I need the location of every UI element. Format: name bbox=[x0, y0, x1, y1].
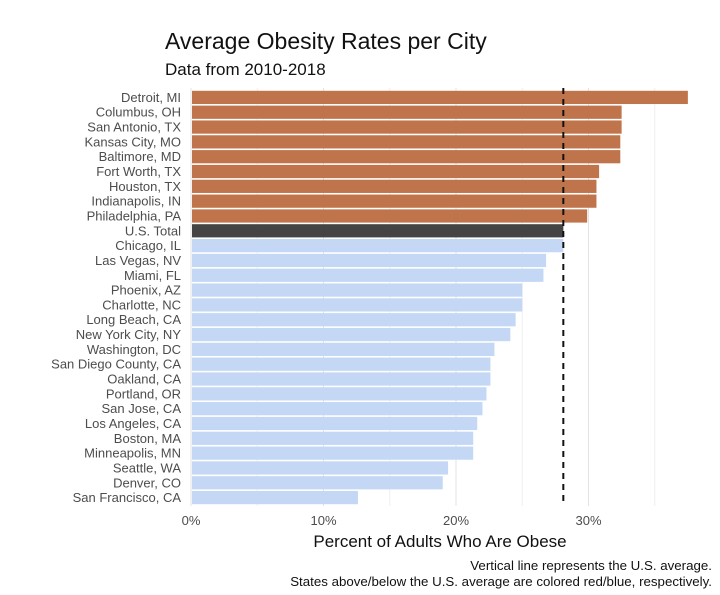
y-axis-label: New York City, NY bbox=[76, 327, 182, 342]
x-tick-label: 0% bbox=[182, 513, 201, 528]
caption-line-1: Vertical line represents the U.S. averag… bbox=[470, 558, 712, 573]
bar bbox=[192, 387, 487, 401]
y-axis-label: Detroit, MI bbox=[121, 90, 181, 105]
y-axis-label: Oakland, CA bbox=[107, 372, 181, 387]
bar bbox=[192, 90, 688, 105]
y-axis-label: Long Beach, CA bbox=[86, 312, 181, 327]
y-axis-label: Minneapolis, MN bbox=[84, 446, 181, 461]
bar bbox=[192, 402, 483, 416]
bar bbox=[192, 194, 597, 208]
x-axis-ticks: 0% 10% 20% 30% bbox=[182, 513, 602, 528]
y-axis-label: Los Angeles, CA bbox=[85, 416, 181, 431]
x-axis-label: Percent of Adults Who Are Obese bbox=[313, 532, 567, 551]
bar bbox=[192, 135, 621, 149]
y-axis-label: Phoenix, AZ bbox=[111, 283, 181, 298]
bar bbox=[192, 150, 621, 164]
y-axis-label: San Francisco, CA bbox=[73, 490, 182, 505]
bar bbox=[192, 446, 474, 460]
y-axis-label: Indianapolis, IN bbox=[91, 194, 181, 209]
bar bbox=[192, 283, 523, 297]
bar bbox=[192, 239, 564, 253]
x-tick-label: 10% bbox=[310, 513, 336, 528]
bar bbox=[192, 327, 511, 342]
bar bbox=[192, 342, 495, 356]
y-axis-label: Seattle, WA bbox=[113, 460, 181, 475]
y-axis-label: Kansas City, MO bbox=[84, 134, 181, 149]
chart-subtitle: Data from 2010-2018 bbox=[165, 60, 326, 79]
bar bbox=[192, 164, 600, 179]
y-axis-label: Columbus, OH bbox=[96, 105, 181, 120]
bar bbox=[192, 431, 474, 445]
y-axis-label: Denver, CO bbox=[113, 475, 181, 490]
bar bbox=[192, 224, 564, 238]
y-axis-label: Fort Worth, TX bbox=[96, 164, 181, 179]
bar bbox=[192, 120, 622, 134]
y-axis-label: U.S. Total bbox=[125, 223, 181, 238]
y-axis-label: Philadelphia, PA bbox=[87, 208, 182, 223]
caption-line-2: States above/below the U.S. average are … bbox=[290, 574, 712, 589]
y-axis-label: San Diego County, CA bbox=[51, 357, 181, 372]
bar bbox=[192, 416, 478, 431]
y-axis-label: Baltimore, MD bbox=[99, 149, 181, 164]
bar bbox=[192, 490, 358, 505]
bars bbox=[192, 90, 688, 505]
caption: Vertical line represents the U.S. averag… bbox=[290, 558, 712, 590]
y-axis-label: Portland, OR bbox=[106, 386, 181, 401]
y-axis-label: Miami, FL bbox=[124, 268, 181, 283]
bar bbox=[192, 357, 491, 371]
y-axis-label: Charlotte, NC bbox=[102, 297, 181, 312]
y-axis-label: San Antonio, TX bbox=[87, 120, 181, 135]
bar bbox=[192, 461, 449, 475]
x-tick-label: 30% bbox=[575, 513, 601, 528]
y-axis-label: Boston, MA bbox=[114, 431, 182, 446]
bar bbox=[192, 476, 443, 490]
y-axis-label: Washington, DC bbox=[87, 342, 181, 357]
bar bbox=[192, 313, 516, 327]
bar bbox=[192, 105, 622, 119]
x-tick-label: 20% bbox=[443, 513, 469, 528]
y-axis-label: Houston, TX bbox=[109, 179, 181, 194]
bar bbox=[192, 209, 588, 223]
y-axis-label: San Jose, CA bbox=[102, 401, 182, 416]
y-axis-label: Las Vegas, NV bbox=[95, 253, 181, 268]
y-axis-label: Chicago, IL bbox=[115, 238, 181, 253]
bar bbox=[192, 372, 491, 386]
bar bbox=[192, 179, 597, 193]
chart-title: Average Obesity Rates per City bbox=[165, 28, 487, 54]
bar bbox=[192, 298, 523, 312]
bar bbox=[192, 268, 544, 282]
bar bbox=[192, 253, 547, 268]
